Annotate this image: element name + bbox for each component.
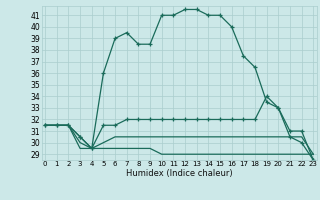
X-axis label: Humidex (Indice chaleur): Humidex (Indice chaleur): [126, 169, 233, 178]
